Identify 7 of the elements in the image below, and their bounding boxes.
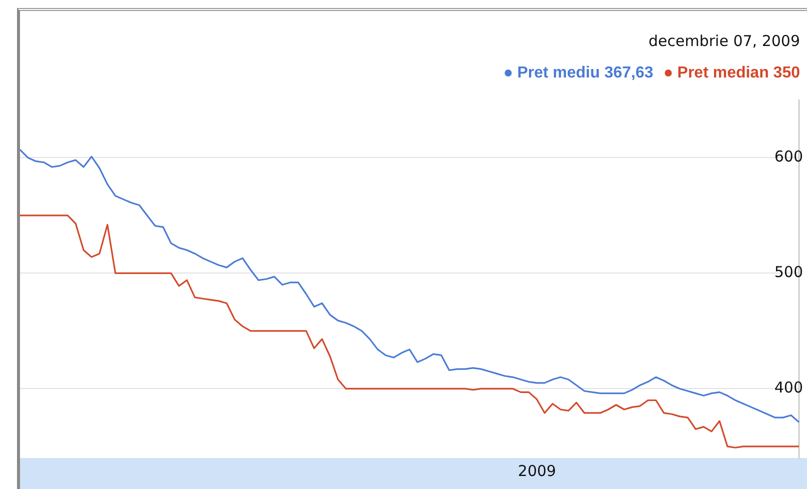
text: 2009 (518, 462, 556, 480)
y-tick-label: 600 (774, 148, 803, 166)
y-tick-label: 500 (774, 263, 803, 282)
text: decembrie 07, 2009 (648, 32, 800, 50)
y-tick-label: 400 (774, 378, 803, 397)
legend-label: Pret mediu 367,63 (517, 64, 654, 82)
legend-label: Pret median 350 (677, 64, 800, 82)
